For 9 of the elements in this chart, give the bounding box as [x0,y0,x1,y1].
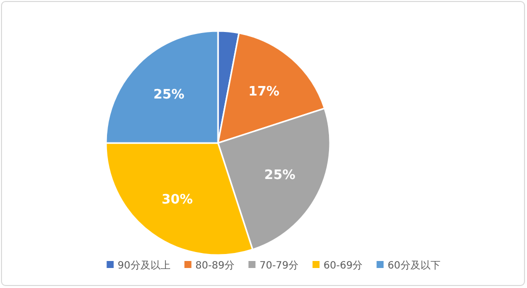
legend-label: 60分及以下 [388,260,440,272]
legend-label: 60-69分 [324,260,363,272]
data-label: 25% [153,87,184,102]
data-label: 30% [162,192,193,208]
legend-label: 80-89分 [195,260,234,272]
data-label: 17% [248,84,280,100]
legend-label: 70-79分 [259,260,299,272]
legend-label: 90分及以上 [118,260,170,272]
data-label: 25% [264,168,296,184]
